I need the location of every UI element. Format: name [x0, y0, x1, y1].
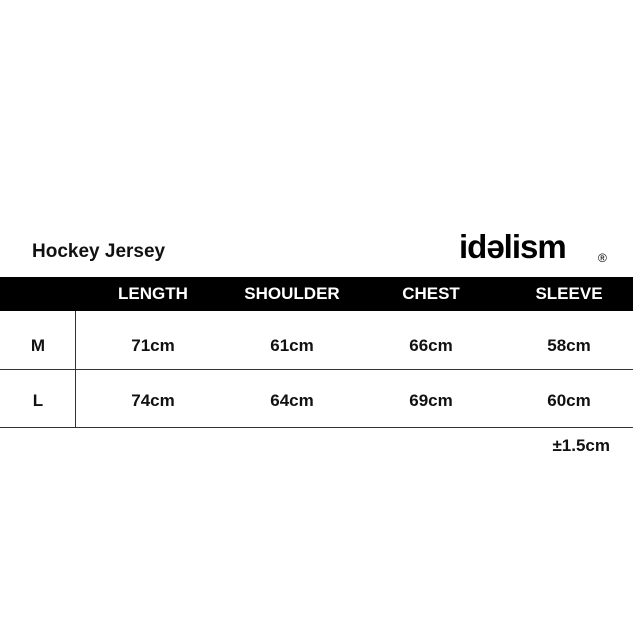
- title: Hockey Jersey: [32, 241, 166, 262]
- cell: 74cm: [131, 391, 175, 410]
- cell: 64cm: [270, 391, 314, 410]
- table-bottom: [0, 427, 633, 428]
- cell: 66cm: [409, 336, 453, 355]
- column-header: CHEST: [402, 284, 460, 303]
- brand-mark: ®: [598, 251, 607, 265]
- column-header: LENGTH: [118, 284, 188, 303]
- column-header: SLEEVE: [535, 284, 603, 303]
- row-label: M: [30, 336, 46, 355]
- cell: 60cm: [547, 391, 591, 410]
- row-divider: [0, 369, 633, 370]
- cell: 58cm: [547, 336, 591, 355]
- tolerance-note: ±1.5cm: [552, 436, 610, 455]
- cell: 71cm: [131, 336, 175, 355]
- row-label: L: [32, 391, 44, 410]
- header-bar: [0, 277, 633, 311]
- column-divider: [75, 311, 76, 427]
- brand-logo: idəlism: [459, 228, 567, 265]
- cell: 61cm: [270, 336, 314, 355]
- column-header: SHOULDER: [244, 284, 340, 303]
- cell: 69cm: [409, 391, 453, 410]
